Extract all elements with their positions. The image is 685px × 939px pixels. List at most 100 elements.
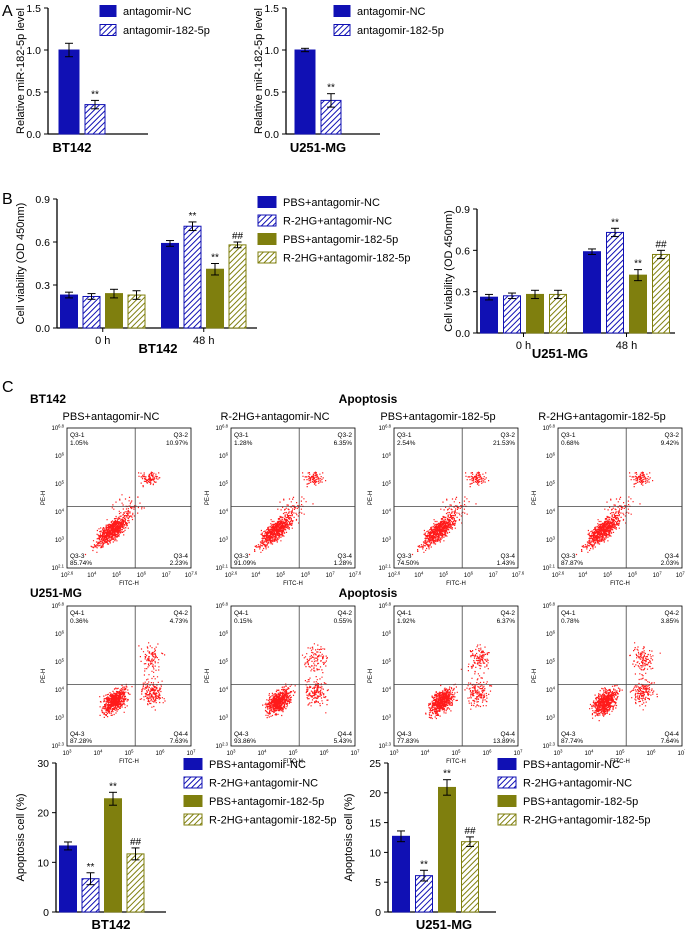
c2-legend-swatch: [497, 813, 517, 826]
flow-x-tick-label: 105: [288, 748, 298, 757]
apoptosis-title: Apoptosis: [339, 392, 398, 406]
a1-title: BT142: [52, 140, 91, 155]
c1-y-tick-label: 20: [37, 808, 49, 820]
b2-bar: [629, 274, 647, 334]
flow-x-label: FITC-H: [446, 759, 466, 765]
b2-y-tick-label: 0.6: [455, 245, 470, 257]
c2-y-tick-label: 15: [369, 818, 381, 830]
flow-y-tick-label: 106: [546, 451, 556, 460]
flow-x-tick-label: 102.6: [225, 570, 238, 579]
flow-y-tick-label: 106.8: [51, 601, 64, 610]
flow-x-tick-label: 106: [482, 748, 492, 757]
b2-y-tick-label: 0.9: [455, 204, 470, 216]
c1-legend-label: R-2HG+antagomir-182-5p: [209, 815, 336, 827]
c1-legend-swatch: [183, 813, 203, 826]
b2-bar: [652, 253, 670, 334]
flow-x-tick-label: 106: [301, 570, 311, 579]
flow-y-label: PE-H: [41, 669, 47, 683]
flow-event-dots: [411, 471, 490, 556]
b2-bar: [583, 251, 601, 334]
b1-bar: [60, 294, 78, 329]
flow-quadrant-name: Q4-2: [174, 610, 189, 617]
b2-bar: [503, 295, 521, 334]
c2-legend-swatch: [497, 776, 517, 789]
flow-quadrant-value: 1.28%: [234, 440, 253, 447]
flow-y-tick-label: 104: [546, 685, 556, 694]
c1-legend-label: PBS+antagomir-NC: [209, 759, 306, 771]
flow-quadrant-value: 7.64%: [661, 738, 680, 745]
flow-plot-frame: [66, 605, 192, 747]
flow-quadrant-name: Q4-2: [338, 610, 353, 617]
flow-x-tick-label: 102.6: [61, 570, 74, 579]
panel-label-b: B: [2, 191, 13, 208]
b1-x-tick-label: 48 h: [193, 335, 214, 347]
flow-quadrant-name: Q4-3: [397, 731, 412, 738]
flow-x-tick-label: 104: [87, 570, 97, 579]
flow-x-tick-label: 104: [93, 748, 103, 757]
b1-x-tick-label: 0 h: [95, 335, 110, 347]
flow-quadrant-name: Q3-1: [397, 432, 412, 439]
b1-legend-label: R-2HG+antagomir-NC: [283, 216, 392, 228]
flow-y-tick-label: 102.1: [542, 563, 555, 572]
flow-x-tick-label: 104: [414, 570, 424, 579]
a2-legend-swatch: [333, 5, 351, 17]
flow-quadrant-name: Q4-1: [561, 610, 576, 617]
flow-x-label: FITC-H: [610, 759, 630, 765]
group-header: R-2HG+antagomir-182-5p: [538, 411, 665, 423]
a2-y-tick-label: 1.5: [264, 3, 279, 15]
flow-x-tick-label: 103: [553, 748, 563, 757]
flow-quadrant-name: Q3-3: [234, 553, 249, 560]
flow-x-tick-label: 103: [62, 748, 72, 757]
flow-quadrant-name: Q3-4: [338, 553, 353, 560]
c2-y-label: Apoptosis cell (%): [343, 793, 355, 881]
flow-quadrant-name: Q4-1: [70, 610, 85, 617]
flow-x-tick-label: 107: [186, 748, 196, 757]
flow-quadrant-value: 87.87%: [561, 560, 583, 567]
flow-quadrant-value: 1.92%: [397, 618, 416, 625]
c1-y-tick-label: 30: [37, 758, 49, 770]
flow-plot-frame: [230, 605, 356, 747]
c1-bar: [59, 845, 77, 913]
flow-quadrant-value: 93.86%: [234, 738, 256, 745]
c2-legend-swatch: [497, 758, 517, 770]
b1-bar: [105, 293, 123, 329]
flow-quadrant-value: 0.68%: [561, 440, 580, 447]
flow-u251-title: U251-MG: [30, 586, 82, 600]
b2-sig-label: **: [611, 217, 619, 228]
flow-quadrant-value: 9.42%: [661, 440, 680, 447]
flow-x-label: FITC-H: [610, 581, 630, 587]
flow-event-dots: [262, 643, 329, 719]
flow-y-tick-label: 105: [219, 479, 229, 488]
flow-x-tick-label: 107: [489, 570, 499, 579]
b2-title: U251-MG: [532, 346, 588, 361]
c1-title: BT142: [91, 917, 130, 932]
b1-bar: [228, 244, 247, 329]
flow-y-tick-label: 104: [382, 507, 392, 516]
flow-x-tick-label: 104: [420, 748, 430, 757]
flow-quadrant-value: 10.97%: [166, 440, 188, 447]
a1-bar: [58, 49, 80, 135]
flow-y-tick-label: 103: [55, 535, 65, 544]
flow-quadrant-name: Q4-1: [234, 610, 249, 617]
flow-quadrant-name: Q3-3: [561, 553, 576, 560]
flow-quadrant-value: 2.54%: [397, 440, 416, 447]
flow-y-tick-label: 102.3: [215, 741, 228, 750]
c1-legend-label: PBS+antagomir-182-5p: [209, 796, 324, 808]
c2-legend-swatch: [497, 795, 517, 807]
c1-legend-label: R-2HG+antagomir-NC: [209, 778, 318, 790]
a2-y-label: Relative miR-182-5p level: [253, 8, 265, 134]
flow-quadrant-name: Q3-4: [665, 553, 680, 560]
flow-y-tick-label: 106: [219, 451, 229, 460]
c1-bar: [104, 798, 122, 913]
flow-x-tick-label: 106: [646, 748, 656, 757]
flow-y-tick-label: 105: [55, 657, 65, 666]
a2-sig-label: **: [327, 83, 335, 94]
flow-quadrant-value: 2.03%: [661, 560, 680, 567]
a2-legend-swatch: [333, 24, 351, 36]
c1-y-label: Apoptosis cell (%): [15, 793, 27, 881]
b1-bar: [127, 294, 146, 329]
b1-legend-swatch: [257, 251, 277, 264]
b1-bar: [183, 225, 202, 329]
flow-x-label: FITC-H: [283, 581, 303, 587]
flow-x-tick-label: 105: [276, 570, 286, 579]
